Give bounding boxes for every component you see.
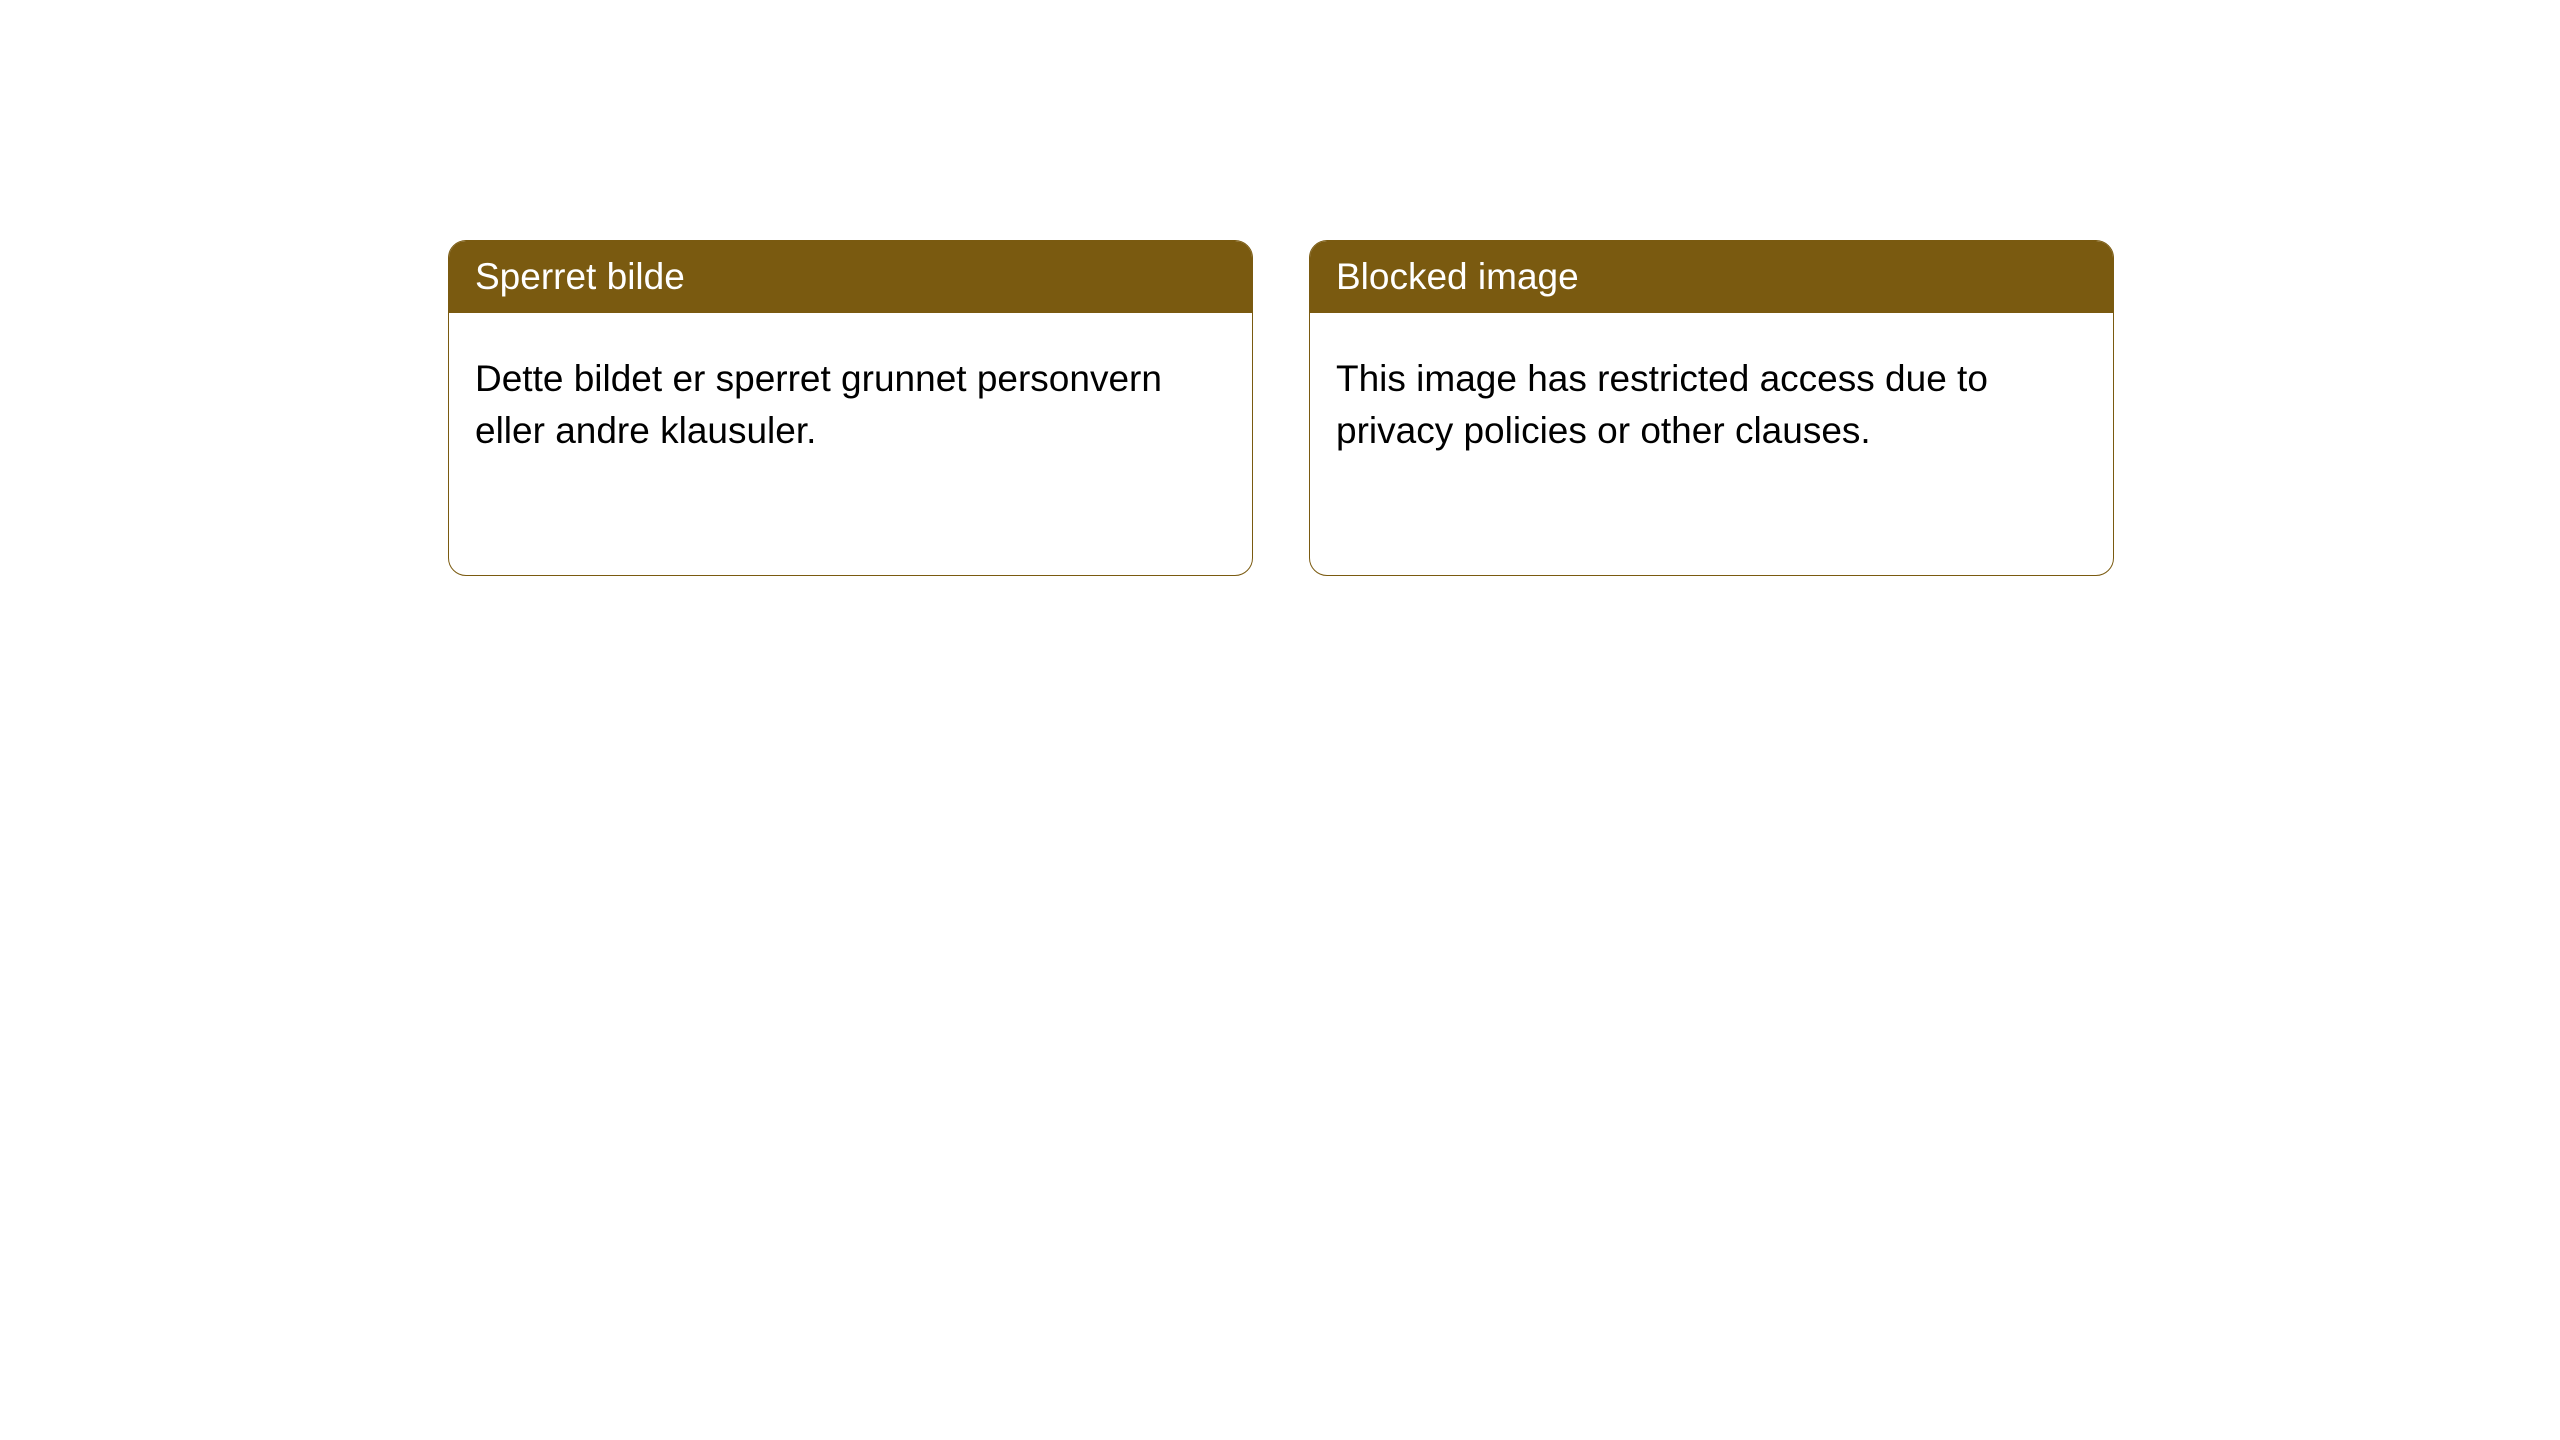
notice-container: Sperret bilde Dette bildet er sperret gr… — [448, 240, 2114, 576]
notice-card-norwegian: Sperret bilde Dette bildet er sperret gr… — [448, 240, 1253, 576]
notice-title: Blocked image — [1310, 241, 2113, 313]
notice-title: Sperret bilde — [449, 241, 1252, 313]
notice-body: Dette bildet er sperret grunnet personve… — [449, 313, 1252, 497]
notice-body: This image has restricted access due to … — [1310, 313, 2113, 497]
notice-card-english: Blocked image This image has restricted … — [1309, 240, 2114, 576]
